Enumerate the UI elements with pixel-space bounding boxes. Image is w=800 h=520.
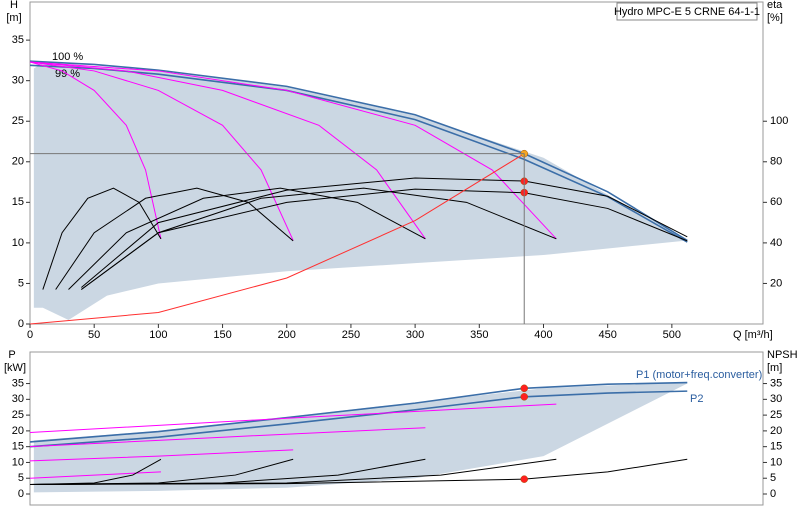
y-tick-label: 20	[12, 425, 24, 437]
y2-tick-label: 80	[770, 156, 782, 168]
y-tick-label: 30	[12, 393, 24, 405]
y2-tick-label: 20	[770, 277, 782, 289]
duty-point	[520, 384, 528, 393]
panel: P1 (motor+freq.converter)P20510152025303…	[4, 349, 798, 506]
curve	[29, 390, 688, 448]
y2-tick-label: 60	[770, 196, 782, 208]
y-tick-label: 5	[18, 277, 24, 289]
y2-tick-label: 35	[770, 377, 782, 389]
y2-tick-label: 40	[770, 237, 782, 249]
curve	[42, 187, 162, 290]
y-axis-label: P	[8, 349, 15, 361]
operating-area	[33, 381, 688, 493]
y2-tick-label: 100	[770, 115, 788, 127]
y2-axis-unit: [m]	[767, 362, 782, 374]
y2-tick-label: 25	[770, 409, 782, 421]
x-tick-label: 500	[663, 329, 681, 341]
x-tick-label: 300	[406, 329, 424, 341]
y-tick-label: 15	[12, 441, 24, 453]
y-tick-label: 10	[12, 237, 24, 249]
curve	[29, 427, 426, 448]
x-tick-label: 150	[213, 329, 231, 341]
x-axis-label: Q [m³/h]	[733, 329, 773, 341]
y2-tick-label: 10	[770, 456, 782, 468]
chart-title: Hydro MPC-E 5 CRNE 64-1-1	[614, 6, 760, 18]
y2-tick-label: 20	[770, 425, 782, 437]
y-axis-label: H	[10, 0, 18, 11]
y-tick-label: 0	[18, 488, 24, 500]
y-tick-label: 20	[12, 156, 24, 168]
curve	[55, 187, 294, 290]
y-axis-unit: [m]	[6, 12, 21, 24]
y-axis-unit: [kW]	[4, 362, 26, 374]
curve	[81, 188, 688, 290]
curve	[29, 403, 557, 433]
y2-tick-label: 5	[770, 472, 776, 484]
curve	[29, 61, 557, 240]
curve-label: P1 (motor+freq.converter)	[636, 369, 762, 381]
curve	[81, 177, 688, 288]
x-tick-label: 400	[534, 329, 552, 341]
y-tick-label: 5	[18, 472, 24, 484]
curve	[29, 471, 161, 479]
y2-axis-unit: [%]	[767, 12, 783, 24]
x-tick-label: 200	[278, 329, 296, 341]
curve	[29, 449, 294, 462]
curve-label: P2	[690, 393, 703, 405]
y-tick-label: 35	[12, 377, 24, 389]
x-tick-label: 350	[470, 329, 488, 341]
curve	[29, 61, 162, 239]
x-tick-label: 100	[149, 329, 167, 341]
y-tick-label: 30	[12, 75, 24, 87]
title-box	[616, 2, 758, 21]
y2-tick-label: 15	[770, 441, 782, 453]
x-tick-label: 50	[88, 329, 100, 341]
curve	[29, 153, 525, 325]
x-tick-label: 250	[342, 329, 360, 341]
curve	[29, 60, 688, 242]
y2-tick-label: 30	[770, 393, 782, 405]
y-tick-label: 0	[18, 318, 24, 330]
x-tick-label: 0	[27, 329, 33, 341]
y2-tick-label: 0	[770, 488, 776, 500]
y2-axis-label: eta	[767, 0, 783, 11]
y2-axis-label: NPSH	[767, 349, 798, 361]
curve-label: 100 %	[52, 51, 83, 63]
y-tick-label: 10	[12, 456, 24, 468]
curve	[68, 187, 426, 290]
duty-point	[520, 475, 528, 483]
y-tick-label: 35	[12, 34, 24, 46]
x-tick-label: 450	[598, 329, 616, 341]
y-tick-label: 25	[12, 115, 24, 127]
y-tick-label: 15	[12, 196, 24, 208]
y-tick-label: 25	[12, 409, 24, 421]
curve	[29, 381, 688, 443]
curve	[29, 61, 294, 241]
duty-point	[520, 393, 528, 401]
